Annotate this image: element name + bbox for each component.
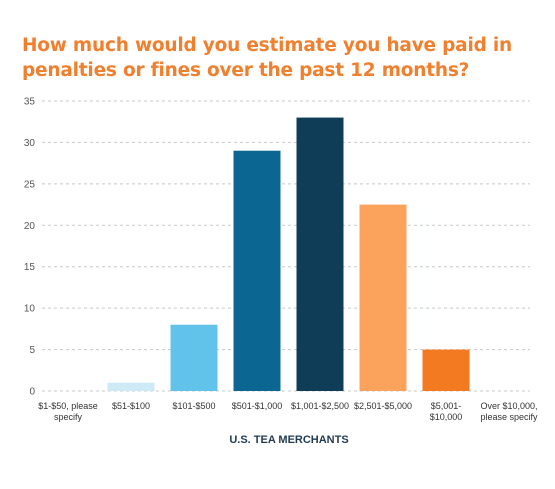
bar — [170, 324, 218, 391]
y-tick-label: 35 — [24, 97, 36, 108]
bar — [233, 150, 281, 391]
x-axis-title: U.S. TEA MERCHANTS — [229, 434, 348, 446]
x-tick-label: $501-$1,000 — [232, 401, 283, 411]
x-tick-label: $101-$500 — [172, 401, 215, 411]
x-tick-label: Over $10,000, please specify — [480, 401, 538, 422]
y-tick-label: 10 — [24, 304, 36, 315]
y-tick-label: 0 — [29, 387, 35, 398]
bar — [296, 117, 344, 392]
y-tick-label: 15 — [24, 262, 36, 273]
y-axis-ticks: 0 5 10 15 20 25 30 35 — [24, 97, 36, 398]
x-tick-label: $51-$100 — [112, 401, 150, 411]
y-tick-label: 30 — [24, 138, 36, 149]
x-tick-label: $2,501-$5,000 — [354, 401, 412, 411]
bar — [107, 382, 155, 391]
gridlines — [42, 100, 530, 392]
x-tick-label: $5,001-$10,000 — [430, 401, 463, 422]
chart-title: How much would you estimate you have pai… — [22, 35, 513, 81]
x-tick-label: $1-$50, please specify — [38, 401, 98, 422]
y-tick-label: 25 — [24, 179, 36, 190]
x-tick-label: $1,001-$2,500 — [291, 401, 349, 411]
bar — [359, 204, 407, 391]
x-axis-labels: $1-$50, please specify $51-$100 $101-$500 $5… — [38, 401, 538, 422]
y-tick-label: 20 — [24, 221, 36, 232]
bars — [107, 117, 470, 392]
y-tick-label: 5 — [29, 345, 35, 356]
bar — [422, 349, 470, 391]
